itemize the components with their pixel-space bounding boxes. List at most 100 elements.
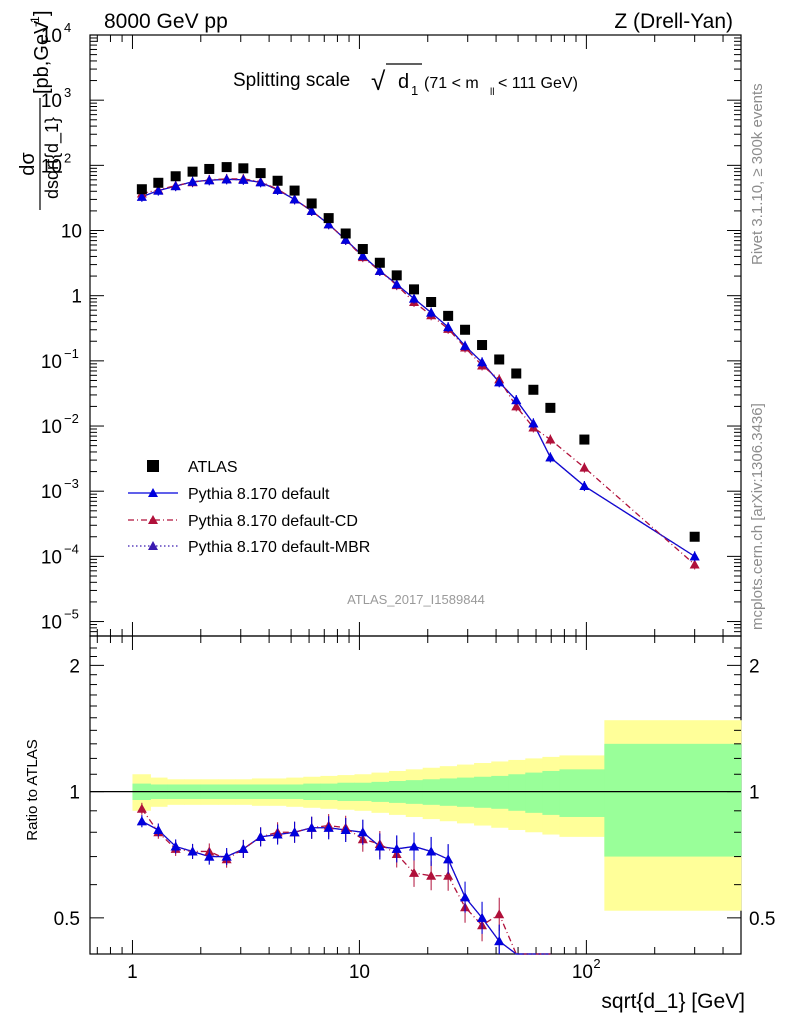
ratio-tick-label-left: 1 bbox=[69, 783, 80, 804]
atlas-point bbox=[289, 185, 300, 196]
atlas-point bbox=[238, 163, 249, 174]
main-marker-2 bbox=[689, 559, 700, 569]
x-tick-label-base: 10 bbox=[572, 962, 593, 983]
legend-label: Pythia 8.170 default-MBR bbox=[188, 539, 370, 556]
ratio-band-inner bbox=[491, 775, 509, 809]
ratio-bands bbox=[90, 720, 742, 911]
main-marker-1 bbox=[494, 377, 505, 387]
x-tick-label: 10 2 bbox=[572, 956, 601, 983]
ratio-tick-label-right: 0.5 bbox=[749, 909, 775, 930]
main-marker-1 bbox=[289, 194, 300, 204]
ratio-tick-label-right: 1 bbox=[749, 783, 760, 804]
atlas-point bbox=[460, 324, 471, 335]
plot-title: Splitting scale √ d 1 (71 < m ll < 111 G… bbox=[233, 63, 578, 98]
header-left: 8000 GeV pp bbox=[104, 10, 228, 33]
y-tick-label-exp: −2 bbox=[64, 411, 79, 426]
ratio-axis-ticks: 0.5 0.51 12 21 10 10 2 bbox=[54, 647, 775, 983]
main-marker-1 bbox=[204, 175, 215, 185]
y-tick-label-base: 10 bbox=[41, 91, 62, 112]
ratio-marker-1 bbox=[443, 854, 454, 864]
atlas-point bbox=[170, 171, 181, 182]
ratio-marker-1 bbox=[357, 827, 368, 837]
ratio-marker-1 bbox=[340, 824, 351, 834]
atlas-point bbox=[477, 340, 488, 351]
atlas-point bbox=[204, 163, 215, 174]
atlas-point bbox=[579, 434, 590, 445]
header-right: Z (Drell-Yan) bbox=[614, 10, 733, 33]
x-tick-label-base: 1 bbox=[127, 962, 138, 983]
atlas-point bbox=[255, 168, 266, 179]
legend-entry: ATLAS bbox=[147, 459, 238, 476]
main-marker-1 bbox=[255, 177, 266, 187]
main-marker-1 bbox=[426, 307, 437, 317]
atlas-point bbox=[374, 257, 385, 268]
legend: ATLAS Pythia 8.170 default Pythia 8.170 de… bbox=[128, 459, 370, 556]
ratio-marker-2 bbox=[443, 870, 454, 880]
ratio-band-inner bbox=[525, 772, 543, 813]
side-label-top: Rivet 3.1.10, ≥ 300k events bbox=[749, 83, 766, 265]
x-tick-label: 1 bbox=[127, 962, 138, 983]
atlas-point bbox=[511, 368, 522, 379]
y-tick-label-main: 10 4 bbox=[41, 20, 71, 47]
main-marker-1 bbox=[579, 481, 590, 491]
y-tick-label-main: 10 −3 bbox=[41, 476, 79, 503]
main-marker-2 bbox=[545, 434, 556, 444]
y-tick-label-main: 10 −1 bbox=[41, 346, 79, 373]
ratio-band-inner bbox=[508, 774, 526, 811]
title-symbol: d bbox=[398, 71, 409, 93]
atlas-point bbox=[426, 297, 437, 308]
analysis-tag: ATLAS_2017_I1589844 bbox=[347, 592, 485, 607]
y-tick-label-exp: 3 bbox=[64, 85, 71, 100]
y-tick-label-base: 1 bbox=[71, 287, 82, 308]
title-range-pre: (71 < m bbox=[424, 75, 479, 92]
x-tick-label: 10 bbox=[349, 962, 370, 983]
atlas-point bbox=[306, 198, 317, 209]
side-label-bottom: mcplots.cern.ch [arXiv:1306.3436] bbox=[749, 403, 766, 630]
y-tick-label-base: 10 bbox=[41, 417, 62, 438]
main-marker-1 bbox=[340, 234, 351, 244]
main-marker-1 bbox=[477, 357, 488, 367]
ratio-marker-1 bbox=[255, 831, 266, 841]
ylabel-numerator: dσ bbox=[17, 152, 39, 176]
y-tick-label-base: 10 bbox=[41, 482, 62, 503]
main-marker-1 bbox=[689, 551, 700, 561]
ylabel-units: [pb,GeV bbox=[31, 20, 53, 94]
ratio-marker-1 bbox=[306, 822, 317, 832]
ratio-marker-1 bbox=[409, 841, 420, 851]
y-tick-label-main: 10 3 bbox=[41, 85, 71, 112]
atlas-point bbox=[153, 177, 164, 188]
y-tick-label-base: 10 bbox=[41, 26, 62, 47]
ratio-marker-2 bbox=[426, 870, 437, 880]
atlas-point bbox=[528, 384, 539, 395]
ratio-tick-label-left: 0.5 bbox=[54, 909, 80, 930]
legend-marker-triangle bbox=[148, 541, 158, 550]
legend-label: ATLAS bbox=[188, 459, 238, 476]
atlas-point bbox=[136, 184, 147, 195]
y-tick-label-base: 10 bbox=[41, 613, 62, 634]
atlas-point bbox=[221, 162, 232, 173]
title-range-post: < 111 GeV) bbox=[498, 75, 578, 92]
y-tick-label-main: 10 bbox=[61, 222, 82, 243]
ratio-ylabel: Ratio to ATLAS bbox=[24, 739, 41, 840]
x-tick-label-exp: 2 bbox=[593, 956, 600, 971]
ratio-marker-2 bbox=[494, 909, 505, 919]
atlas-point bbox=[187, 166, 198, 177]
ratio-marker-1 bbox=[136, 816, 147, 826]
main-marker-1 bbox=[323, 219, 334, 229]
main-marker-1 bbox=[221, 174, 232, 184]
ylabel-denominator: dsqrt{d_1} bbox=[42, 117, 63, 199]
main-marker-1 bbox=[136, 191, 147, 201]
atlas-point bbox=[409, 284, 420, 295]
ratio-marker-1 bbox=[238, 843, 249, 853]
main-marker-1 bbox=[170, 181, 181, 191]
ratio-marker-1 bbox=[426, 846, 437, 856]
legend-entry: Pythia 8.170 default bbox=[128, 486, 330, 503]
ratio-series-layer bbox=[136, 802, 551, 955]
main-marker-1 bbox=[443, 322, 454, 332]
ratio-marker-1 bbox=[391, 843, 402, 853]
ratio-marker-1 bbox=[494, 936, 505, 946]
y-tick-label-exp: −1 bbox=[64, 346, 79, 361]
x-tick-label-base: 10 bbox=[349, 962, 370, 983]
ylabel-units-sup: -1 bbox=[28, 16, 42, 27]
